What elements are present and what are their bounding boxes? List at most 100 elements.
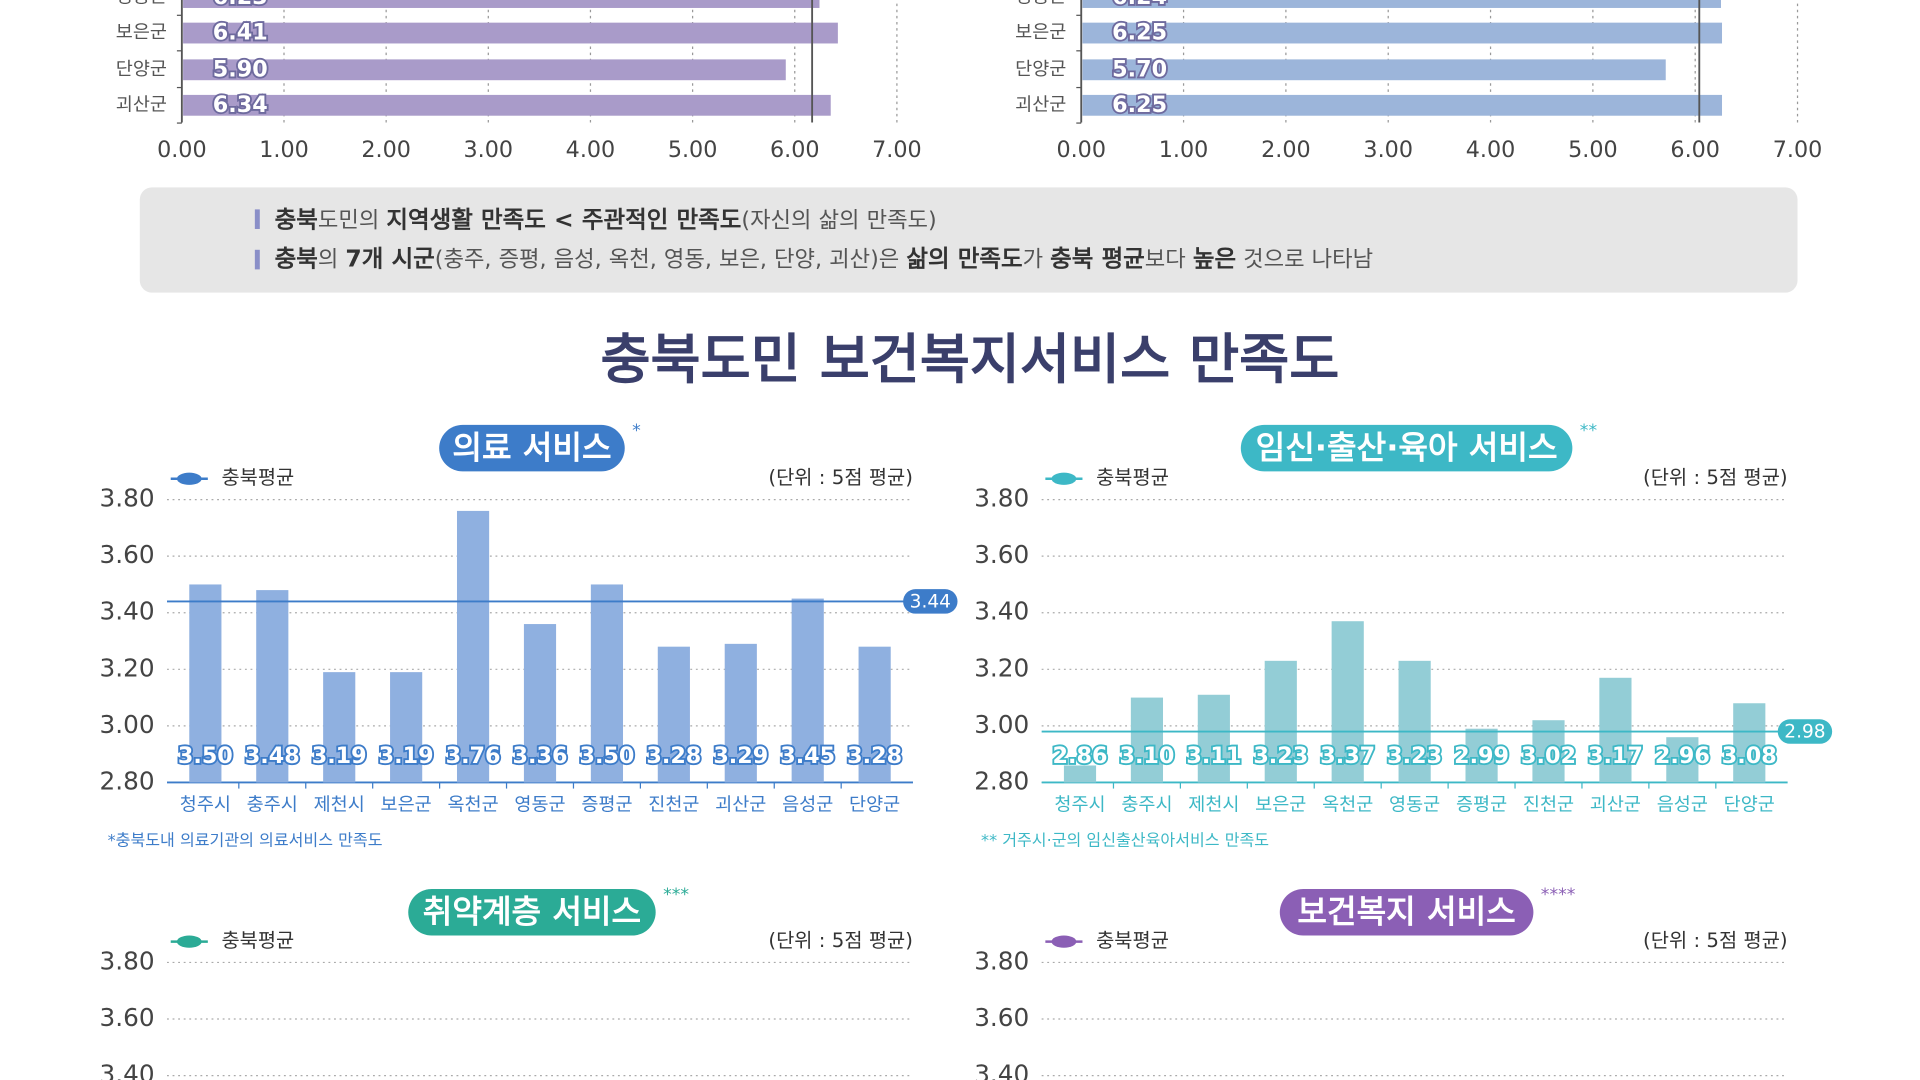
unit-label: (단위 : 5점 평균) xyxy=(1643,929,1788,952)
legend-label: 충북평균 xyxy=(221,929,294,952)
value-label: 3.29 xyxy=(713,743,768,769)
value-label: 6.23 xyxy=(213,0,268,10)
category-label: 괴산군 xyxy=(116,94,167,115)
category-label: 영동군 xyxy=(116,0,167,7)
note-text: 지역생활 만족도 < 주관적인 만족도 xyxy=(386,205,741,233)
y-tick-label: 3.40 xyxy=(974,597,1029,626)
bar xyxy=(183,94,831,116)
average-label: 3.44 xyxy=(910,592,951,613)
footnote: *충북도내 의료기관의 의료서비스 만족도 xyxy=(108,831,383,850)
bar xyxy=(1063,765,1097,783)
category-label: 보은군 xyxy=(381,795,432,816)
bar xyxy=(523,624,557,783)
bar xyxy=(1130,697,1164,783)
legend-marker xyxy=(1051,472,1077,485)
y-tick-label: 3.20 xyxy=(974,653,1029,682)
y-tick-label: 3.00 xyxy=(100,710,155,739)
x-tick-label: 6.00 xyxy=(770,137,820,163)
y-tick-label: 3.80 xyxy=(100,947,155,976)
value-label: 6.25 xyxy=(1112,92,1167,118)
legend-label: 충북평균 xyxy=(1096,466,1169,489)
category-label: 보은군 xyxy=(1015,22,1066,43)
bar xyxy=(1599,677,1632,783)
title-badge xyxy=(408,888,656,936)
note-text: 가 xyxy=(1023,246,1051,272)
category-label: 증평군 xyxy=(1456,795,1507,816)
chart-title: 의료 서비스 xyxy=(452,428,611,466)
category-label: 제천시 xyxy=(314,795,365,816)
bar xyxy=(1082,94,1723,116)
y-tick-label: 3.60 xyxy=(974,540,1029,569)
x-tick-label: 1.00 xyxy=(259,137,309,163)
value-label: 3.45 xyxy=(780,743,835,769)
bar xyxy=(323,672,356,783)
bar xyxy=(1666,737,1699,783)
y-tick-label: 2.80 xyxy=(974,767,1029,796)
legend-marker xyxy=(1051,935,1077,948)
value-label: 3.48 xyxy=(245,743,300,769)
y-tick-label: 3.40 xyxy=(100,1060,155,1080)
bar xyxy=(1398,660,1431,783)
value-label: 6.24 xyxy=(1112,0,1167,10)
x-tick-label: 4.00 xyxy=(1466,137,1516,163)
category-label: 보은군 xyxy=(1255,795,1306,816)
x-tick-label: 0.00 xyxy=(157,137,207,163)
x-tick-label: 7.00 xyxy=(872,137,922,163)
x-tick-label: 5.00 xyxy=(668,137,718,163)
value-label: 2.86 xyxy=(1053,743,1108,769)
note-text: 충북 평균 xyxy=(1050,244,1145,272)
note-text: 삶의 만족도 xyxy=(906,244,1022,272)
value-label: 3.50 xyxy=(579,743,634,769)
category-label: 옥천군 xyxy=(447,795,498,816)
note-text: 충북 xyxy=(275,205,318,233)
x-tick-label: 6.00 xyxy=(1670,137,1720,163)
bar xyxy=(1331,621,1364,783)
bar xyxy=(590,584,624,783)
y-tick-label: 3.20 xyxy=(100,653,155,682)
bar xyxy=(1082,22,1723,44)
y-tick-label: 3.80 xyxy=(974,947,1029,976)
value-label: 3.28 xyxy=(847,743,902,769)
category-label: 제천시 xyxy=(1188,795,1239,816)
category-label: 옥천군 xyxy=(1322,795,1373,816)
y-tick-label: 3.80 xyxy=(974,484,1029,513)
category-label: 음성군 xyxy=(782,795,833,816)
note-line: 충북의 7개 시군(충주, 증평, 음성, 옥천, 영동, 보은, 단양, 괴산… xyxy=(275,244,1373,272)
title-mark: * xyxy=(632,421,641,441)
unit-label: (단위 : 5점 평균) xyxy=(768,466,913,489)
legend-label: 충북평균 xyxy=(1096,929,1169,952)
value-label: 5.90 xyxy=(213,56,268,82)
average-label: 2.98 xyxy=(1784,722,1825,743)
bar xyxy=(791,598,824,783)
chart-title: 취약계층 서비스 xyxy=(423,893,641,931)
category-label: 영동군 xyxy=(1389,795,1440,816)
legend-marker xyxy=(176,935,202,948)
bar xyxy=(1264,660,1297,783)
value-label: 6.41 xyxy=(213,20,268,46)
y-tick-label: 2.80 xyxy=(100,767,155,796)
note-text: 의 xyxy=(318,246,346,272)
value-label: 2.96 xyxy=(1655,743,1710,769)
value-label: 3.37 xyxy=(1320,743,1375,769)
average-pill xyxy=(1777,719,1833,744)
y-tick-label: 3.60 xyxy=(100,540,155,569)
category-label: 청주시 xyxy=(180,795,231,816)
category-label: 괴산군 xyxy=(715,795,766,816)
value-label: 3.08 xyxy=(1722,743,1777,769)
bar xyxy=(456,510,490,783)
x-tick-label: 1.00 xyxy=(1159,137,1209,163)
value-label: 3.17 xyxy=(1588,743,1643,769)
bar xyxy=(390,672,423,783)
category-label: 증평군 xyxy=(581,795,632,816)
y-tick-label: 3.80 xyxy=(100,484,155,513)
x-tick-label: 7.00 xyxy=(1773,137,1823,163)
note-text: 높은 xyxy=(1193,244,1236,272)
y-tick-label: 3.60 xyxy=(100,1003,155,1032)
note-text: (충주, 증평, 음성, 옥천, 영동, 보은, 단양, 괴산)은 xyxy=(435,246,907,272)
bar xyxy=(657,646,690,783)
title-badge xyxy=(1279,888,1534,936)
unit-label: (단위 : 5점 평균) xyxy=(1643,466,1788,489)
bar xyxy=(183,22,838,44)
note-text: 것으로 나타남 xyxy=(1236,246,1373,272)
